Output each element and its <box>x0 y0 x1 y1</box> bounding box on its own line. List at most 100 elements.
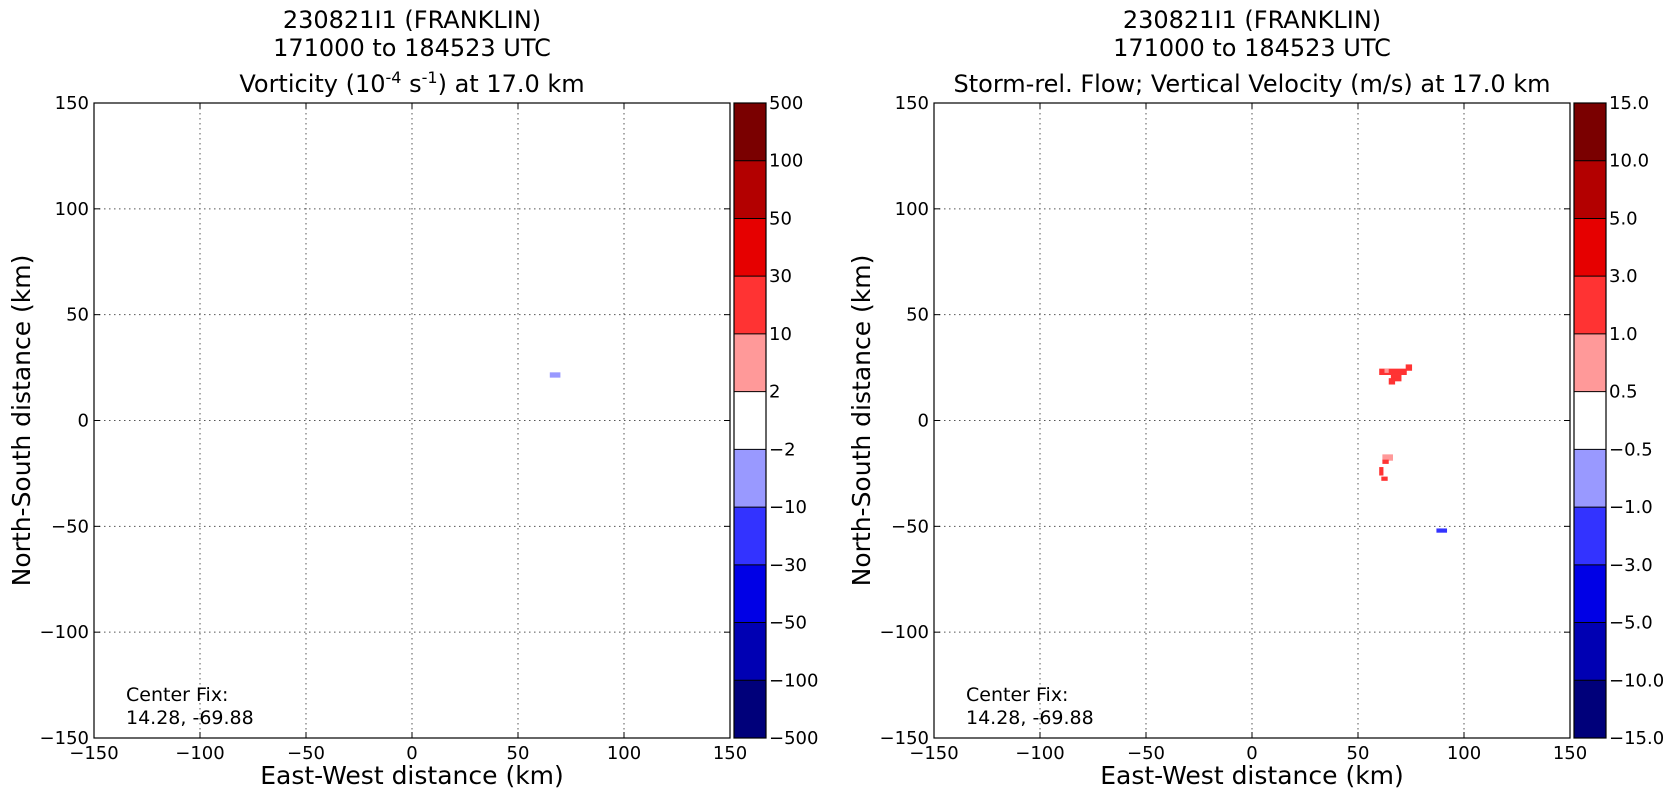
colorbar-segment-3 <box>1574 218 1606 277</box>
colorbar-tick-label: −3.0 <box>1609 555 1653 576</box>
colorbar-segment-11 <box>734 680 766 738</box>
data-cell-7 <box>1382 459 1389 464</box>
colorbar-tick-label: 15.0 <box>1609 93 1649 114</box>
colorbar-tick-label: 5.0 <box>1609 208 1638 229</box>
data-cell-5 <box>1384 368 1389 373</box>
data-cell-8 <box>1379 467 1384 476</box>
colorbar-segment-3 <box>734 218 766 277</box>
y-tick-label: 100 <box>895 199 929 220</box>
data-cell-1 <box>1379 368 1407 375</box>
y-axis-label: North-South distance (km) <box>847 255 876 587</box>
x-tick-label: −100 <box>1015 743 1064 764</box>
colorbar-tick-label: −50 <box>769 613 807 634</box>
y-tick-label: 50 <box>66 305 89 326</box>
colorbar-tick-label: 1.0 <box>1609 324 1638 345</box>
colorbar-segment-5 <box>734 333 766 392</box>
data-cell-4 <box>1388 378 1396 385</box>
colorbar-segment-6 <box>1574 391 1606 450</box>
chart-title-line-3: Storm-rel. Flow; Vertical Velocity (m/s)… <box>954 70 1551 98</box>
colorbar-segment-5 <box>1574 333 1606 392</box>
colorbar-tick-label: 0.5 <box>1609 382 1638 403</box>
x-tick-label: 0 <box>406 743 417 764</box>
x-tick-label: −50 <box>287 743 325 764</box>
colorbar-frame <box>1573 102 1607 739</box>
center-fix-annotation-line-1: Center Fix: <box>966 684 1068 706</box>
y-tick-label: −100 <box>40 622 89 643</box>
y-tick-label: −150 <box>40 728 89 749</box>
chart-panel-1: 230821I1 (FRANKLIN)171000 to 184523 UTC V… <box>7 6 818 790</box>
chart-title-line-1: 230821I1 (FRANKLIN) <box>1123 6 1381 34</box>
colorbar-tick-label: 3.0 <box>1609 266 1638 287</box>
x-tick-label: −100 <box>175 743 224 764</box>
colorbar-frame <box>733 102 767 739</box>
x-tick-label: 150 <box>1553 743 1587 764</box>
colorbar-tick-label: −30 <box>769 555 807 576</box>
data-cell-10 <box>1436 528 1448 533</box>
data-cell-1 <box>549 372 561 378</box>
x-tick-label: −150 <box>909 743 958 764</box>
y-tick-label: 0 <box>78 411 89 432</box>
y-tick-label: 0 <box>918 411 929 432</box>
x-tick-label: −50 <box>1127 743 1165 764</box>
colorbar-tick-label: 30 <box>769 266 792 287</box>
colorbar-tick-label: 100 <box>769 151 803 172</box>
colorbar-segment-1 <box>1574 103 1606 161</box>
x-tick-label: 0 <box>1246 743 1257 764</box>
y-tick-label: 150 <box>55 93 89 114</box>
colorbar-segment-8 <box>1574 507 1606 565</box>
x-tick-label: 100 <box>1447 743 1481 764</box>
chart-panel-2: 230821I1 (FRANKLIN)171000 to 184523 UTC S… <box>847 6 1664 790</box>
colorbar-segment-6 <box>734 391 766 450</box>
center-fix-annotation-line-1: Center Fix: <box>126 684 228 706</box>
colorbar-segment-10 <box>1574 622 1606 681</box>
y-tick-label: −150 <box>880 728 929 749</box>
colorbar-tick-label: −1.0 <box>1609 497 1653 518</box>
chart-title-line-2: 171000 to 184523 UTC <box>1113 34 1391 62</box>
chart-title-line-2: 171000 to 184523 UTC <box>273 34 551 62</box>
colorbar-tick-label: 2 <box>769 382 780 403</box>
data-cell-2 <box>1405 364 1413 371</box>
data-cell-3 <box>1390 374 1402 382</box>
colorbar-tick-label: −500 <box>769 728 818 749</box>
colorbar-tick-label: −5.0 <box>1609 613 1653 634</box>
chart-title-line-1: 230821I1 (FRANKLIN) <box>283 6 541 34</box>
colorbar-segment-2 <box>734 160 766 219</box>
colorbar-tick-label: 500 <box>769 93 803 114</box>
colorbar-tick-label: 10 <box>769 324 792 345</box>
x-tick-label: 150 <box>713 743 747 764</box>
colorbar-segment-4 <box>1574 276 1606 334</box>
center-fix-annotation-line-2: 14.28, -69.88 <box>966 707 1094 729</box>
chart-title-line-3: Vorticity (10-4 s-1) at 17.0 km <box>239 68 584 99</box>
x-axis-label: East-West distance (km) <box>1100 761 1404 790</box>
data-cell-9 <box>1381 476 1388 481</box>
colorbar-tick-label: −0.5 <box>1609 439 1653 460</box>
colorbar-segment-2 <box>1574 160 1606 219</box>
colorbar-tick-label: 10.0 <box>1609 151 1649 172</box>
colorbar-segment-9 <box>734 564 766 623</box>
y-tick-label: 50 <box>906 305 929 326</box>
colorbar-tick-label: −15.0 <box>1609 728 1664 749</box>
colorbar-segment-8 <box>734 507 766 565</box>
y-tick-label: 150 <box>895 93 929 114</box>
colorbar-segment-9 <box>1574 564 1606 623</box>
x-tick-label: 50 <box>507 743 530 764</box>
y-tick-label: −50 <box>51 516 89 537</box>
center-fix-annotation-line-2: 14.28, -69.88 <box>126 707 254 729</box>
y-tick-label: 100 <box>55 199 89 220</box>
colorbar-segment-1 <box>734 103 766 161</box>
y-tick-label: −50 <box>891 516 929 537</box>
data-cell-6 <box>1382 454 1393 461</box>
colorbar-segment-4 <box>734 276 766 334</box>
x-tick-label: −150 <box>69 743 118 764</box>
colorbar-tick-label: −2 <box>769 439 796 460</box>
colorbar-segment-7 <box>1574 449 1606 508</box>
colorbar-segment-7 <box>734 449 766 508</box>
colorbar-tick-label: −10.0 <box>1609 670 1664 691</box>
colorbar-tick-label: −100 <box>769 670 818 691</box>
colorbar-tick-label: −10 <box>769 497 807 518</box>
colorbar-tick-label: 50 <box>769 208 792 229</box>
x-tick-label: 100 <box>607 743 641 764</box>
y-tick-label: −100 <box>880 622 929 643</box>
